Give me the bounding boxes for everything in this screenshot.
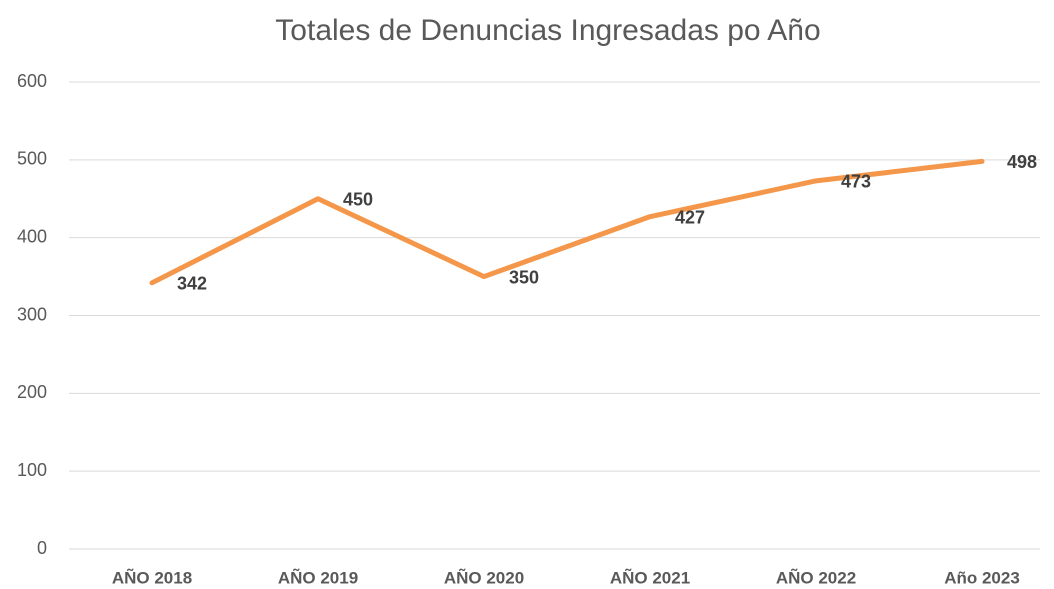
data-label: 350 xyxy=(509,267,539,287)
x-tick-label: AÑO 2018 xyxy=(112,567,192,587)
x-tick-label: AÑO 2020 xyxy=(444,567,524,587)
y-tick-label: 200 xyxy=(17,382,47,402)
x-tick-label: Año 2023 xyxy=(944,568,1020,587)
data-label: 473 xyxy=(841,172,871,192)
x-tick-label: AÑO 2019 xyxy=(278,567,358,587)
x-tick-label: AÑO 2022 xyxy=(776,567,856,587)
y-tick-label: 400 xyxy=(17,226,47,246)
data-label: 498 xyxy=(1007,152,1037,172)
y-tick-label: 100 xyxy=(17,460,47,480)
y-tick-label: 600 xyxy=(17,71,47,91)
data-label: 342 xyxy=(177,274,207,294)
x-tick-label: AÑO 2021 xyxy=(610,567,690,587)
data-label: 450 xyxy=(343,190,373,210)
line xyxy=(149,158,985,286)
chart-title: Totales de Denuncias Ingresadas po Año xyxy=(275,14,820,47)
data-label: 427 xyxy=(675,207,705,227)
y-tick-label: 300 xyxy=(17,304,47,324)
y-tick-label: 0 xyxy=(37,538,47,558)
y-tick-label: 500 xyxy=(17,149,47,169)
